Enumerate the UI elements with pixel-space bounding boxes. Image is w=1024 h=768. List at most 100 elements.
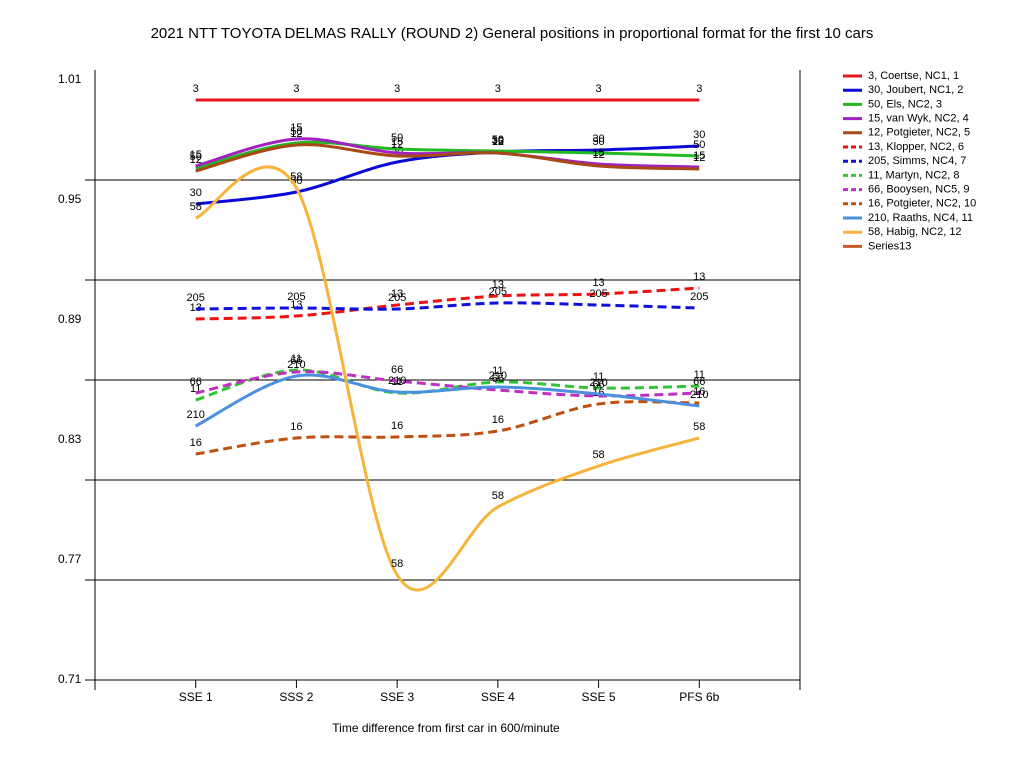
point-label: 3	[596, 83, 602, 95]
point-label: 66	[290, 355, 302, 367]
point-label: 50	[290, 126, 302, 138]
legend-label: 11, Martyn, NC2, 8	[868, 169, 960, 181]
series-line	[195, 301, 700, 311]
point-label: 66	[492, 373, 504, 385]
point-label: 3	[293, 83, 299, 95]
point-label: 15	[492, 136, 504, 148]
x-tick-label: SSS 2	[279, 690, 313, 704]
point-label: 205	[489, 286, 507, 298]
point-label: 12	[592, 149, 604, 161]
point-label: 3	[193, 83, 199, 95]
point-label: 66	[693, 376, 705, 388]
series-line	[195, 140, 700, 170]
x-tick-label: SSE 1	[179, 690, 213, 704]
point-label: 15	[391, 136, 403, 148]
point-label: 58	[190, 201, 202, 213]
series-line	[195, 373, 700, 428]
y-tick-label: 1.01	[58, 72, 82, 86]
point-label: 16	[492, 414, 504, 426]
point-label: 16	[391, 420, 403, 432]
point-label: 50	[391, 132, 403, 144]
point-label: 11	[291, 353, 302, 365]
series-line	[195, 400, 700, 456]
point-label: 210	[287, 359, 305, 371]
point-label: 50	[693, 139, 705, 151]
point-label: 13	[693, 271, 705, 283]
legend-label: 13, Klopper, NC2, 6	[868, 141, 964, 153]
point-label: 30	[693, 129, 705, 141]
point-label: 210	[388, 375, 406, 387]
point-label: 30	[190, 187, 202, 199]
point-label: 13	[592, 277, 604, 289]
legend-label: 16, Potgieter, NC2, 10	[868, 198, 976, 210]
point-label: 205	[388, 292, 406, 304]
x-tick-label: SSE 3	[380, 690, 414, 704]
point-label: 12	[290, 128, 302, 140]
y-tick-label: 0.77	[58, 552, 82, 566]
point-label: 13	[391, 288, 403, 300]
point-label: 3	[696, 83, 702, 95]
point-label: 58	[592, 449, 604, 461]
point-label: 205	[187, 292, 205, 304]
y-tick-label: 0.83	[58, 432, 82, 446]
series-line	[195, 143, 700, 173]
point-label: 58	[391, 558, 403, 570]
point-label: 50	[592, 136, 604, 148]
point-label: 210	[187, 409, 205, 421]
point-label: 210	[690, 389, 708, 401]
point-label: 16	[190, 437, 202, 449]
legend-label: 58, Habig, NC2, 12	[868, 226, 962, 238]
point-label: 15	[290, 122, 302, 134]
point-label: 66	[391, 364, 403, 376]
legend-label: 12, Potgieter, NC2, 5	[868, 127, 970, 139]
point-label: 205	[287, 291, 305, 303]
x-tick-label: SSE 5	[582, 690, 616, 704]
point-label: 13	[492, 279, 504, 291]
legend-label: 205, Simms, NC4, 7	[868, 155, 966, 167]
legend-label: Series13	[868, 240, 911, 252]
point-label: 3	[394, 83, 400, 95]
point-label: 205	[690, 291, 708, 303]
point-label: 16	[693, 386, 705, 398]
point-label: 12	[190, 154, 202, 166]
point-label: 3	[495, 83, 501, 95]
series-line	[195, 370, 700, 398]
legend-label: 210, Raaths, NC4, 11	[868, 212, 973, 224]
point-label: 50	[492, 134, 504, 146]
y-tick-label: 0.71	[58, 672, 82, 686]
point-label: 58	[492, 490, 504, 502]
point-label: 30	[492, 135, 504, 147]
point-label: 50	[190, 151, 202, 163]
point-label: 11	[190, 383, 201, 395]
point-label: 12	[492, 136, 504, 148]
legend-label: 50, Els, NC2, 3	[868, 98, 942, 110]
point-label: 210	[489, 370, 507, 382]
series-line	[195, 165, 700, 592]
point-label: 15	[190, 149, 202, 161]
point-label: 12	[693, 152, 705, 164]
x-axis-label: Time difference from first car in 600/mi…	[332, 721, 560, 735]
point-label: 66	[190, 376, 202, 388]
point-label: 11	[593, 371, 604, 383]
point-label: 66	[592, 379, 604, 391]
point-label: 15	[693, 150, 705, 162]
y-tick-label: 0.89	[58, 312, 82, 326]
y-tick-label: 0.95	[58, 192, 82, 206]
point-label: 210	[589, 377, 607, 389]
legend-label: 15, van Wyk, NC2, 4	[868, 113, 969, 125]
point-label: 205	[589, 288, 607, 300]
series-line	[195, 286, 700, 321]
point-label: 12	[391, 139, 403, 151]
legend-label: 30, Joubert, NC1, 2	[868, 84, 963, 96]
x-tick-label: SSE 4	[481, 690, 515, 704]
point-label: 30	[592, 133, 604, 145]
chart-title: 2021 NTT TOYOTA DELMAS RALLY (ROUND 2) G…	[151, 25, 874, 42]
point-label: 16	[290, 421, 302, 433]
point-label: 58	[290, 171, 302, 183]
legend-label: 3, Coertse, NC1, 1	[868, 70, 959, 82]
point-label: 11	[492, 365, 503, 377]
point-label: 15	[592, 147, 604, 159]
legend-label: 66, Booysen, NC5, 9	[868, 184, 970, 196]
x-tick-label: PFS 6b	[679, 690, 719, 704]
